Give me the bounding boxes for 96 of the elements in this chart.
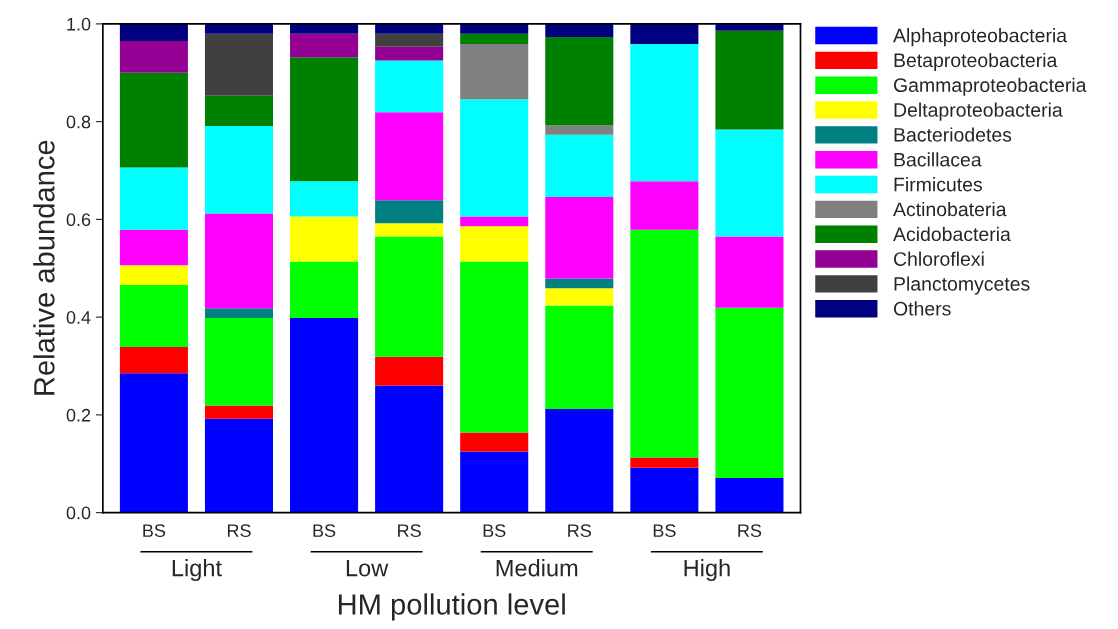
bar (204, 213, 274, 309)
legend-label: Others (893, 301, 951, 316)
bar (204, 418, 274, 513)
bar (715, 30, 784, 130)
bar (460, 261, 529, 433)
bar (545, 196, 614, 279)
bar (204, 405, 274, 419)
legend-label: Firmicutes (894, 177, 982, 192)
bar (545, 37, 614, 126)
bar (630, 467, 699, 513)
x-tick-label: BS (313, 524, 336, 538)
bar (375, 200, 444, 224)
bar (375, 60, 444, 113)
bar (630, 181, 699, 230)
bar (204, 318, 274, 406)
bar (119, 72, 188, 168)
legend-label: Acidobacteria (893, 226, 1011, 242)
bar (630, 457, 699, 468)
bar (545, 409, 614, 513)
bar (204, 95, 274, 127)
text: High (684, 559, 730, 582)
bar (460, 226, 529, 262)
legend-label: Chloroflexi (894, 251, 984, 266)
bar (290, 57, 359, 182)
bar (204, 126, 274, 214)
bar (119, 167, 188, 230)
legend-label: Planctomycetes (894, 276, 1030, 295)
legend-label: Bacillacea (894, 152, 982, 167)
bar (460, 99, 529, 217)
bar (375, 236, 444, 357)
bar (375, 385, 444, 513)
x-tick-label: BS (653, 524, 676, 538)
bar (375, 46, 444, 61)
y-tick-label: 0.6 (66, 213, 91, 227)
text: Light (172, 559, 222, 582)
legend-label: Actinobateria (893, 201, 1007, 217)
bar (119, 23, 188, 42)
bar (460, 216, 529, 227)
x-axis-title: HM pollution level (338, 593, 565, 621)
legend-label: Gammaproteobacteria (894, 77, 1087, 96)
legend-label: Alphaproteobacteria (893, 28, 1068, 47)
bar (460, 23, 529, 34)
text: Medium (496, 559, 578, 577)
bar (545, 134, 614, 197)
bar (630, 229, 699, 458)
bar (630, 23, 699, 44)
bar (290, 261, 359, 319)
bar (460, 33, 529, 44)
y-tick-label: 0.0 (66, 506, 91, 520)
x-tick-label: RS (738, 524, 762, 538)
y-axis-title: Relative abundance (33, 140, 55, 395)
bar (715, 477, 784, 513)
x-tick-label: BS (143, 524, 166, 538)
bar (375, 223, 444, 237)
bar (204, 33, 274, 96)
bar (375, 23, 444, 34)
x-tick-label: RS (398, 524, 421, 538)
bar (715, 129, 784, 237)
legend-label: Deltaproteobacteria (894, 102, 1063, 121)
bar (119, 229, 188, 266)
bar (715, 307, 784, 478)
bar (290, 318, 359, 513)
bar (545, 23, 614, 38)
legend-label: Betaproteobacteria (894, 52, 1058, 72)
bar (545, 288, 614, 306)
bar (375, 33, 444, 47)
bar (375, 112, 444, 201)
bar (119, 346, 188, 374)
bar (545, 278, 614, 289)
bar (204, 23, 274, 34)
bar (460, 432, 529, 452)
bar (119, 265, 188, 285)
bar (119, 41, 188, 73)
bar (460, 43, 529, 100)
bar (630, 43, 699, 182)
bar (460, 451, 529, 513)
x-tick-label: BS (483, 524, 506, 538)
bar (715, 236, 784, 308)
y-tick-label: 1.0 (67, 17, 91, 31)
bar (545, 305, 614, 410)
x-tick-label: RS (227, 524, 251, 538)
bar (119, 284, 188, 347)
bar (290, 23, 359, 34)
bar (375, 356, 444, 386)
legend-label: Bacteriodetes (894, 127, 1012, 142)
bar (204, 308, 274, 319)
y-tick-label: 0.2 (66, 408, 91, 422)
text: Low (346, 559, 389, 577)
bar (290, 181, 359, 217)
bar (545, 125, 614, 135)
bar (290, 216, 359, 262)
x-tick-label: RS (568, 524, 591, 538)
bar (119, 373, 188, 513)
bar (290, 33, 359, 58)
y-tick-label: 0.4 (66, 311, 91, 324)
y-tick-label: 0.8 (66, 115, 91, 129)
